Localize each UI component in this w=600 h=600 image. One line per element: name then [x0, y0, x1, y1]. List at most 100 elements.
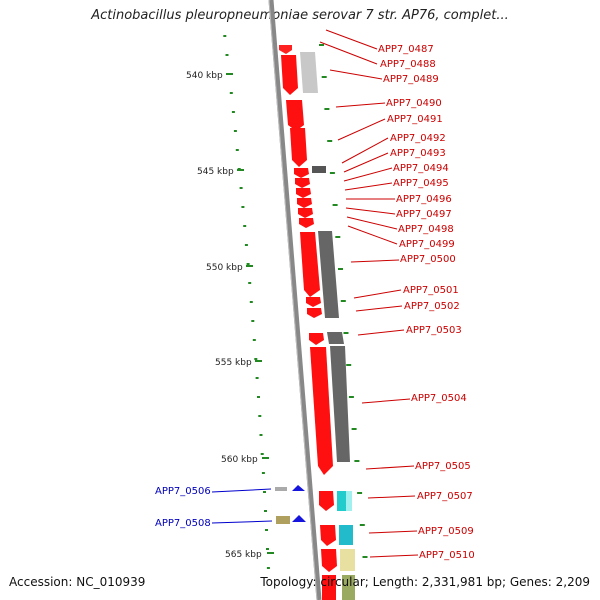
gene-label[interactable]: APP7_0496 [396, 194, 452, 205]
tick-label: 560 kbp [221, 455, 258, 465]
scale-dot [239, 187, 243, 189]
track-dot [324, 108, 330, 110]
gene-arrow[interactable] [307, 308, 322, 318]
gene-arrow[interactable] [310, 347, 333, 475]
gene-arrow[interactable] [290, 128, 307, 167]
gene-block[interactable] [340, 549, 355, 571]
tick-label: 545 kbp [197, 167, 234, 177]
gene-label[interactable]: APP7_0495 [393, 178, 449, 189]
scale-dot [229, 92, 233, 94]
gene-labels-left: APP7_0506 APP7_0508 [155, 486, 211, 529]
gene-label[interactable]: APP7_0497 [396, 209, 452, 220]
track-dot [332, 204, 338, 206]
gene-label[interactable]: APP7_0500 [400, 254, 456, 265]
tick-label: 550 kbp [206, 263, 243, 273]
track-dot [329, 172, 335, 174]
gene-block[interactable] [318, 231, 339, 318]
gene-arrow-reverse[interactable] [292, 515, 306, 522]
gene-label[interactable]: APP7_0491 [387, 114, 443, 125]
topology-text: Topology: circular; Length: 2,331,981 bp… [260, 575, 590, 589]
gene-block[interactable] [300, 52, 318, 93]
tick-label: 555 kbp [215, 358, 252, 368]
gene-label[interactable]: APP7_0493 [390, 148, 446, 159]
gene-label[interactable]: APP7_0505 [415, 461, 471, 472]
chromosome-backbone-highlight [268, 0, 318, 600]
gene-label[interactable]: APP7_0504 [411, 393, 467, 404]
gene-arrow-reverse[interactable] [292, 485, 305, 491]
leader-lines-left [211, 488, 273, 524]
gene-label[interactable]: APP7_0502 [404, 301, 460, 312]
gene-arrow[interactable] [299, 218, 314, 228]
scale-dot [235, 149, 239, 151]
tick-label: 540 kbp [186, 71, 223, 81]
gene-arrow[interactable] [294, 168, 309, 178]
accession-text: Accession: NC_010939 [9, 575, 146, 589]
track-dot [354, 460, 360, 462]
forward-genes [279, 45, 337, 600]
gene-block[interactable] [312, 166, 326, 173]
gene-arrow[interactable] [281, 55, 298, 95]
gene-arrow[interactable] [321, 549, 337, 572]
scale-dot [265, 529, 268, 531]
gene-label[interactable]: APP7_0488 [380, 59, 436, 70]
scale-dot [233, 130, 237, 132]
gene-arrow[interactable] [279, 45, 292, 54]
gene-label[interactable]: APP7_0489 [383, 74, 439, 85]
scale-dot [261, 472, 265, 474]
gene-label[interactable]: APP7_0499 [399, 239, 455, 250]
scale-dot [254, 358, 258, 360]
gene-label[interactable]: APP7_0492 [390, 133, 446, 144]
gene-block[interactable] [337, 491, 346, 511]
track-dot [321, 76, 327, 78]
gene-block[interactable] [327, 332, 344, 344]
right-dots [319, 44, 368, 558]
gene-arrow[interactable] [300, 232, 320, 297]
gene-block[interactable] [276, 516, 290, 524]
gene-arrow[interactable] [296, 188, 311, 198]
gene-arrow[interactable] [298, 208, 313, 218]
gene-arrow[interactable] [297, 198, 312, 208]
scale-dots [223, 35, 270, 569]
gene-arrow[interactable] [306, 297, 321, 307]
scale-dot [248, 282, 252, 284]
scale-dot [243, 225, 247, 227]
gene-label[interactable]: APP7_0503 [406, 325, 462, 336]
gene-block[interactable] [322, 575, 336, 600]
gene-label[interactable]: APP7_0498 [398, 224, 454, 235]
gene-label[interactable]: APP7_0509 [418, 526, 474, 537]
scale-dot [246, 263, 250, 265]
track-dot [338, 268, 343, 270]
gene-block[interactable] [342, 575, 355, 600]
scale-dot [260, 453, 264, 455]
gene-arrow[interactable] [286, 100, 304, 131]
gene-block[interactable] [346, 491, 352, 511]
scale-dot [263, 491, 266, 493]
scale-dot [266, 567, 270, 569]
gene-label[interactable]: APP7_0506 [155, 486, 211, 497]
gene-arrow[interactable] [309, 333, 324, 345]
gene-label[interactable]: APP7_0494 [393, 163, 449, 174]
gene-block[interactable] [275, 487, 287, 491]
scale-dot [257, 396, 260, 398]
track-dot [340, 300, 346, 302]
track-dot [357, 492, 363, 494]
scale-dot [223, 35, 227, 37]
gene-label[interactable]: APP7_0510 [419, 550, 475, 561]
gene-block[interactable] [330, 346, 350, 462]
leader-lines [319, 29, 419, 558]
scale-dot [225, 54, 229, 56]
gene-block[interactable] [339, 525, 353, 545]
scale-dot [241, 206, 245, 208]
gene-label[interactable]: APP7_0490 [386, 98, 442, 109]
gene-label[interactable]: APP7_0501 [403, 285, 459, 296]
gene-label[interactable]: APP7_0508 [155, 518, 211, 529]
gene-arrow[interactable] [320, 525, 336, 546]
gene-label[interactable]: APP7_0507 [417, 491, 473, 502]
track-dot [362, 556, 368, 558]
track-dot [319, 44, 324, 46]
gene-arrow[interactable] [295, 178, 310, 188]
gene-label[interactable]: APP7_0487 [378, 44, 434, 55]
map-title: Actinobacillus pleuropneumoniae serovar … [91, 8, 509, 23]
gene-arrow[interactable] [319, 491, 334, 511]
